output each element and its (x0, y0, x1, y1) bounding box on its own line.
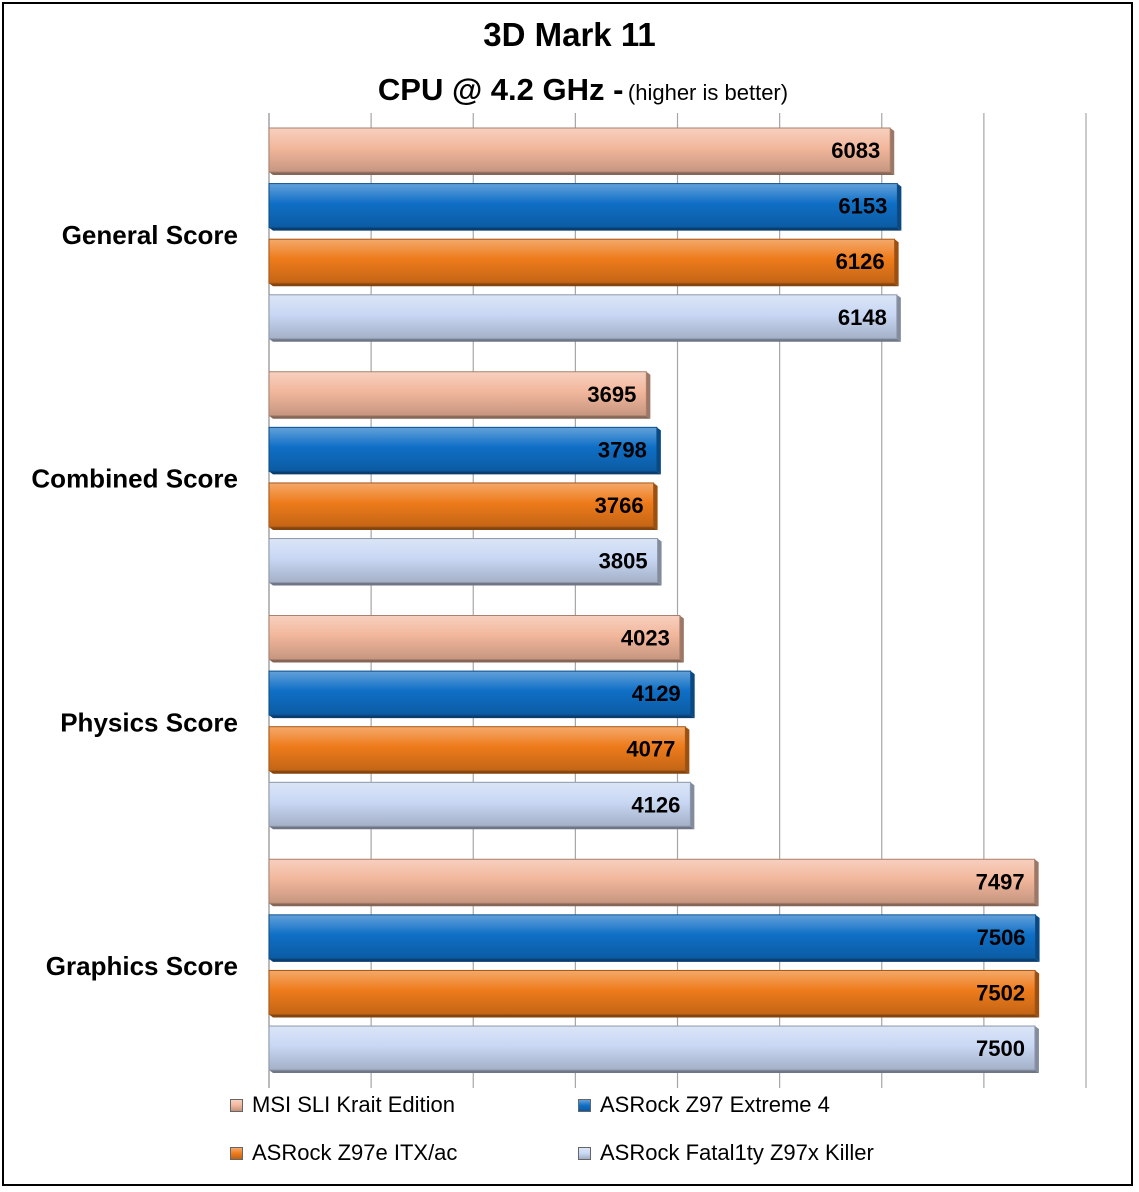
bar-depth (269, 471, 661, 475)
bar (268, 371, 647, 417)
value-label: 4077 (626, 737, 675, 762)
value-label: 7500 (976, 1036, 1025, 1061)
value-label: 4023 (621, 626, 670, 651)
bar-depth (896, 294, 901, 342)
legend-item: ASRock Z97e ITX/ac (230, 1140, 457, 1166)
bar-depth (269, 415, 651, 419)
chart-title: 3D Mark 11 (483, 16, 656, 53)
legend-item: ASRock Z97 Extreme 4 (578, 1092, 830, 1118)
category-label: Combined Score (31, 464, 238, 494)
bar-depth (646, 371, 651, 419)
category-label: Graphics Score (46, 951, 238, 981)
bar-depth (269, 1070, 1039, 1074)
bar-depth (269, 1014, 1040, 1018)
legend-swatch (578, 1146, 591, 1160)
bar-depth (269, 659, 684, 663)
bar (268, 969, 1036, 1015)
bar-depth (269, 770, 690, 774)
legend-label: MSI SLI Krait Edition (252, 1092, 455, 1117)
legend-label: ASRock Fatal1ty Z97x Killer (600, 1140, 874, 1165)
bar (268, 294, 898, 340)
bar-depth (1035, 914, 1040, 962)
bar-depth (269, 826, 695, 830)
category-labels: General Score Combined Score Physics Score… (31, 220, 238, 981)
category-label: General Score (62, 220, 238, 250)
legend-item: MSI SLI Krait Edition (230, 1092, 455, 1118)
bar-depth (690, 782, 695, 830)
value-label: 6083 (831, 138, 880, 163)
bar (268, 858, 1036, 904)
value-label: 4126 (631, 792, 680, 817)
legend-swatch (230, 1146, 243, 1160)
bar (268, 781, 691, 827)
chart-subtitle-note: (higher is better) (627, 80, 789, 105)
chart-subtitle-main: CPU @ 4.2 GHz - (377, 72, 624, 107)
value-label: 4129 (632, 681, 681, 706)
bar (268, 670, 692, 716)
legend-label: ASRock Z97e ITX/ac (252, 1140, 458, 1165)
legend-label: ASRock Z97 Extreme 4 (600, 1092, 830, 1117)
bars (268, 127, 1040, 1074)
bar-depth (894, 239, 899, 287)
bar (268, 1025, 1036, 1071)
bar-depth (653, 482, 658, 530)
bar (268, 538, 659, 584)
bar-depth (269, 582, 662, 586)
value-label: 7506 (977, 925, 1026, 950)
bar-depth (656, 427, 661, 475)
bar-depth (1034, 859, 1039, 907)
bar-depth (269, 338, 901, 342)
bar (268, 615, 681, 660)
value-label: 3695 (587, 382, 636, 407)
bar (268, 914, 1037, 960)
bar-depth (269, 715, 695, 719)
bar-depth (269, 958, 1040, 962)
value-label: 7502 (976, 980, 1025, 1005)
value-label: 6153 (838, 194, 887, 219)
bar-depth (679, 615, 684, 663)
value-labels: 6083 6153 6126 6148 3695 3798 3766 3805 4023 4129… (587, 138, 1025, 1061)
category-label: Physics Score (60, 707, 238, 737)
bar (268, 426, 658, 472)
value-label: 3805 (599, 549, 648, 574)
value-label: 6148 (838, 305, 887, 330)
bar-depth (657, 538, 662, 586)
bar-depth (897, 183, 902, 231)
bar (268, 726, 686, 772)
legend-swatch (578, 1098, 591, 1112)
bar (268, 127, 891, 173)
legend-item: ASRock Fatal1ty Z97x Killer (578, 1140, 874, 1166)
bar (268, 482, 655, 528)
bar (268, 183, 898, 229)
bar-depth (1034, 1026, 1039, 1074)
value-label: 7497 (976, 869, 1025, 894)
chart-subtitle: CPU @ 4.2 GHz - (higher is better) (0, 72, 1139, 108)
bar-depth (269, 526, 658, 530)
bar-depth (269, 172, 895, 175)
bar-depth (269, 903, 1039, 907)
bar (268, 238, 896, 284)
bar-depth (1035, 970, 1040, 1018)
bar-depth (685, 726, 690, 774)
value-label: 3766 (595, 493, 644, 518)
bar-depth (269, 283, 899, 287)
bar-depth (690, 671, 695, 719)
value-label: 6126 (836, 249, 885, 274)
bar-depth (890, 128, 895, 175)
legend-swatch (230, 1098, 243, 1112)
value-label: 3798 (598, 437, 647, 462)
bar-depth (269, 227, 902, 231)
